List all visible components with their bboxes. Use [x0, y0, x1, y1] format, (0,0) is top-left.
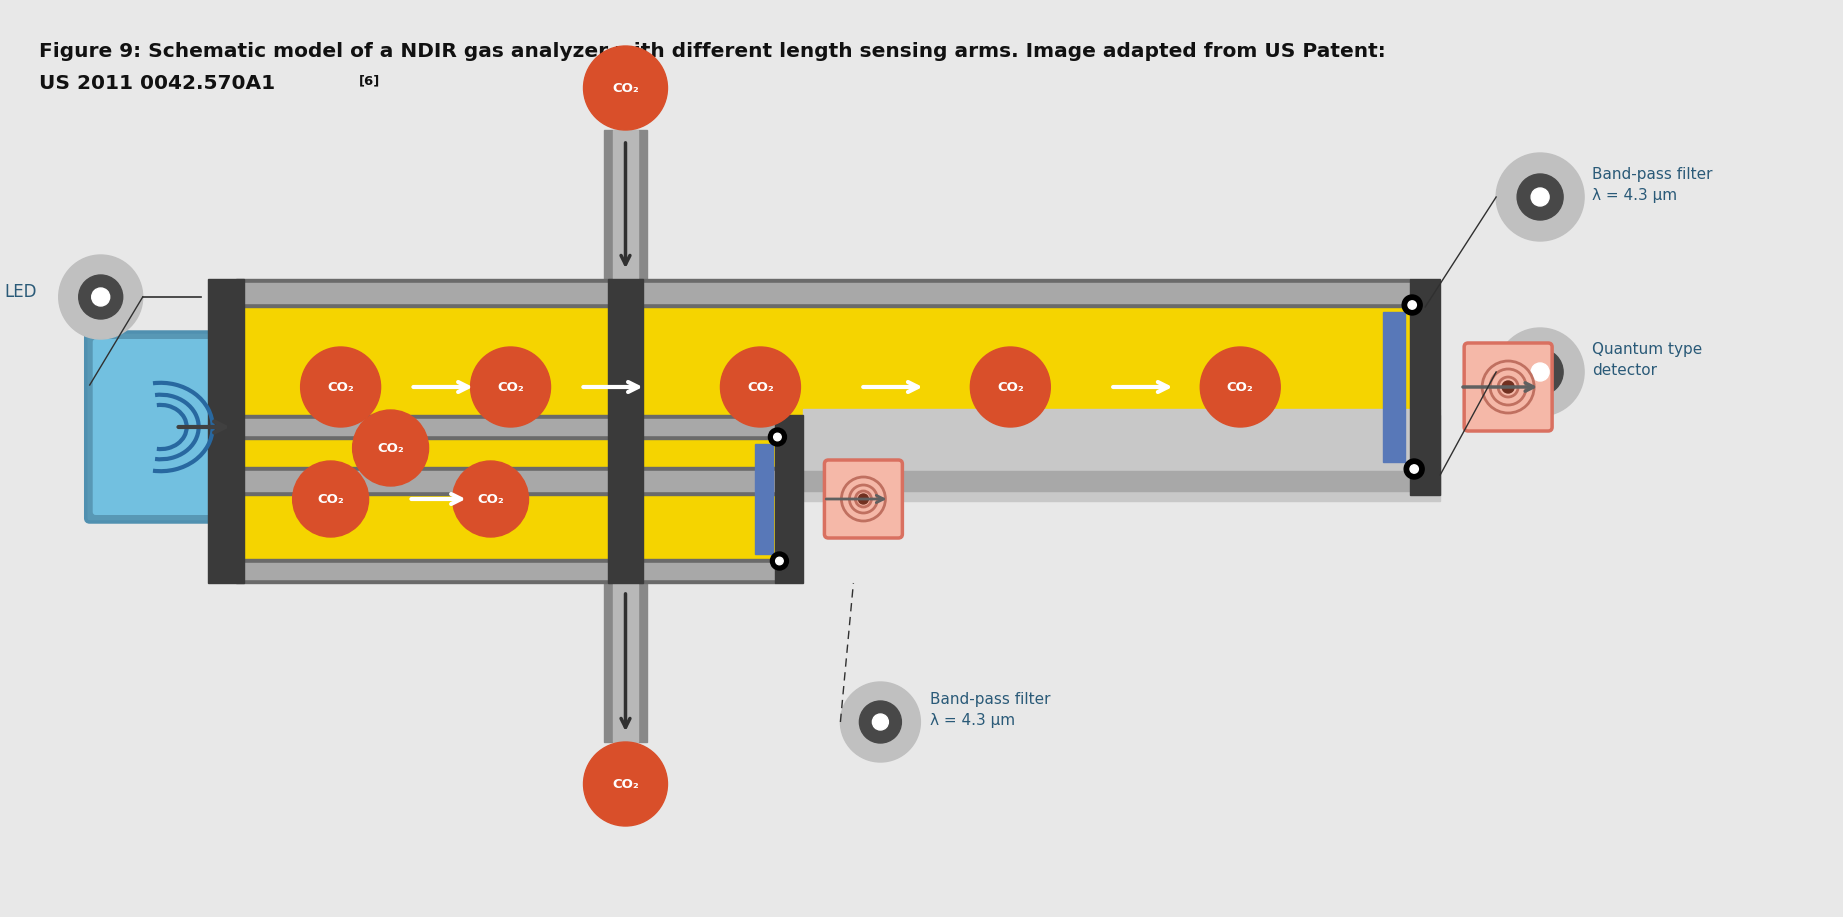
Bar: [776, 415, 804, 583]
Bar: [612, 583, 638, 742]
Circle shape: [1497, 328, 1585, 416]
Text: CO₂: CO₂: [477, 492, 503, 505]
FancyBboxPatch shape: [824, 460, 903, 538]
Text: Figure 9: Schematic model of a NDIR gas analyzer with different length sensing a: Figure 9: Schematic model of a NDIR gas …: [39, 42, 1386, 61]
Circle shape: [300, 347, 382, 427]
Circle shape: [584, 742, 667, 826]
Circle shape: [971, 347, 1051, 427]
Circle shape: [470, 347, 551, 427]
Text: CO₂: CO₂: [746, 381, 774, 393]
Circle shape: [1410, 465, 1419, 473]
Circle shape: [776, 558, 783, 565]
Circle shape: [1403, 295, 1423, 315]
Bar: [236, 439, 776, 559]
Text: CO₂: CO₂: [378, 441, 404, 455]
Circle shape: [1517, 174, 1563, 220]
Circle shape: [352, 410, 429, 486]
Text: Quantum type
detector: Quantum type detector: [1592, 342, 1703, 378]
Circle shape: [774, 433, 781, 441]
Circle shape: [769, 428, 787, 446]
Bar: [236, 419, 776, 435]
Text: Band-pass filter
λ = 4.3 μm: Band-pass filter λ = 4.3 μm: [931, 692, 1051, 728]
Circle shape: [859, 701, 901, 743]
Circle shape: [859, 494, 868, 504]
Circle shape: [584, 46, 667, 130]
Text: CO₂: CO₂: [1227, 381, 1253, 393]
Circle shape: [1532, 188, 1550, 206]
FancyBboxPatch shape: [1463, 343, 1552, 431]
Bar: [236, 279, 1410, 307]
Bar: [608, 279, 643, 583]
Bar: [804, 409, 1439, 501]
Circle shape: [872, 714, 888, 730]
Bar: [236, 471, 1410, 491]
Bar: [756, 444, 774, 554]
Bar: [1384, 312, 1404, 462]
Text: CO₂: CO₂: [612, 82, 640, 94]
Text: CO₂: CO₂: [612, 778, 640, 790]
Bar: [236, 559, 776, 583]
Text: [6]: [6]: [359, 74, 380, 87]
Bar: [236, 307, 1410, 467]
Bar: [612, 130, 638, 279]
Circle shape: [840, 682, 920, 762]
Bar: [236, 563, 776, 579]
Circle shape: [293, 461, 369, 537]
Text: US 2011 0042.570A1: US 2011 0042.570A1: [39, 74, 275, 93]
Circle shape: [1502, 381, 1515, 393]
Circle shape: [79, 275, 123, 319]
Circle shape: [1517, 349, 1563, 395]
Text: Band-pass filter
λ = 4.3 μm: Band-pass filter λ = 4.3 μm: [1592, 167, 1712, 203]
Circle shape: [1408, 301, 1417, 309]
Bar: [236, 283, 1410, 303]
Circle shape: [1497, 153, 1585, 241]
Circle shape: [1200, 347, 1281, 427]
Text: CO₂: CO₂: [317, 492, 345, 505]
Bar: [236, 467, 1410, 495]
Circle shape: [453, 461, 529, 537]
Circle shape: [770, 552, 789, 570]
Bar: [208, 279, 243, 583]
Circle shape: [1532, 363, 1550, 381]
Bar: [603, 583, 647, 742]
Circle shape: [92, 288, 111, 306]
Circle shape: [59, 255, 142, 339]
Circle shape: [1404, 459, 1425, 479]
Text: CO₂: CO₂: [498, 381, 523, 393]
Circle shape: [721, 347, 800, 427]
FancyBboxPatch shape: [87, 332, 236, 522]
Text: LED: LED: [4, 283, 37, 301]
Text: CO₂: CO₂: [328, 381, 354, 393]
Bar: [1410, 279, 1439, 495]
Bar: [603, 130, 647, 279]
Text: CO₂: CO₂: [997, 381, 1023, 393]
Bar: [236, 415, 776, 439]
Bar: [804, 415, 1439, 495]
FancyBboxPatch shape: [92, 339, 229, 515]
